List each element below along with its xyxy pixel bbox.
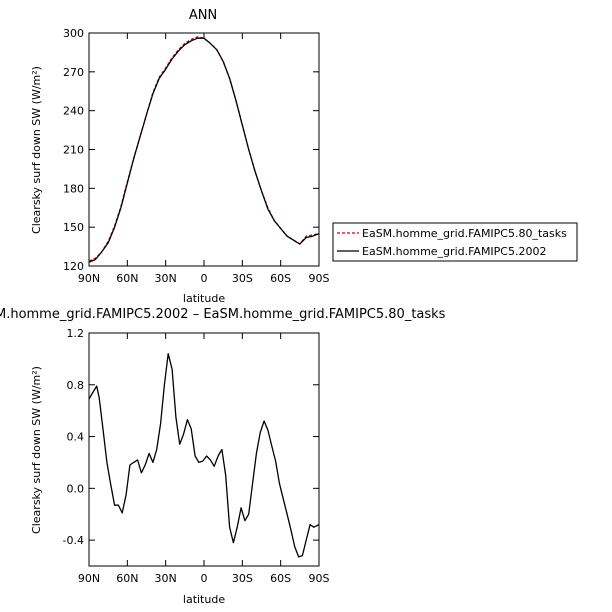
bottom-chart-title: EaSM.homme_grid.FAMIPC5.2002 – EaSM.homm… <box>0 307 446 322</box>
y-tick-label: 0.8 <box>67 379 85 392</box>
y-tick-label: 150 <box>63 221 84 234</box>
top-chart-title: ANN <box>189 8 217 23</box>
y-tick-label: 0.0 <box>67 482 85 495</box>
bottom-plot-frame <box>88 332 320 567</box>
series-line-2 <box>88 37 320 263</box>
x-tick-label: 90S <box>309 572 330 585</box>
y-tick-label: -0.4 <box>63 534 84 547</box>
x-tick-label: 60N <box>116 272 138 285</box>
x-tick-label: 30S <box>232 572 253 585</box>
legend-label-series-1: EaSM.homme_grid.FAMIPC5.80_tasks <box>362 227 567 240</box>
bottom-x-ticks: 90N 60N 30N 0 30S 60S 90S <box>78 333 330 585</box>
top-y-ticks: 120 150 180 210 240 270 300 <box>63 27 319 273</box>
bottom-y-ticks: -0.4 0.0 0.4 0.8 1.2 <box>63 327 319 547</box>
bottom-series-lines <box>88 353 320 558</box>
y-tick-label: 180 <box>63 182 84 195</box>
top-x-axis-label: latitude <box>183 292 225 305</box>
top-series-lines <box>88 36 320 263</box>
x-tick-label: 30N <box>155 572 177 585</box>
y-tick-label: 0.4 <box>67 431 85 444</box>
top-y-axis-label: Clearsky surf down SW (W/m²) <box>30 66 43 234</box>
legend-label-series-2: EaSM.homme_grid.FAMIPC5.2002 <box>362 245 546 258</box>
x-tick-label: 90S <box>309 272 330 285</box>
y-tick-label: 120 <box>63 260 84 273</box>
x-tick-label: 60S <box>270 572 291 585</box>
bottom-x-axis-label: latitude <box>183 593 225 606</box>
y-tick-label: 240 <box>63 105 84 118</box>
y-tick-label: 210 <box>63 144 84 157</box>
bottom-y-axis-label: Clearsky surf down SW (W/m²) <box>30 366 43 534</box>
top-panel: ANN 120 150 180 210 240 270 300 90N 60N 30N 0 30S 6… <box>30 8 330 305</box>
y-tick-label: 270 <box>63 66 84 79</box>
series-line-1 <box>88 36 320 262</box>
y-tick-label: 300 <box>63 27 84 40</box>
x-tick-label: 60S <box>270 272 291 285</box>
top-x-ticks: 90N 60N 30N 0 30S 60S 90S <box>78 33 330 285</box>
legend: EaSM.homme_grid.FAMIPC5.80_tasks EaSM.ho… <box>332 222 578 262</box>
x-tick-label: 90N <box>78 572 100 585</box>
top-plot-frame <box>88 32 320 267</box>
x-tick-label: 30S <box>232 272 253 285</box>
x-tick-label: 30N <box>155 272 177 285</box>
x-tick-label: 0 <box>201 272 208 285</box>
legend-box <box>332 222 578 262</box>
bottom-panel: EaSM.homme_grid.FAMIPC5.2002 – EaSM.homm… <box>0 307 446 606</box>
y-tick-label: 1.2 <box>67 327 85 340</box>
x-tick-label: 0 <box>201 572 208 585</box>
x-tick-label: 60N <box>116 572 138 585</box>
x-tick-label: 90N <box>78 272 100 285</box>
series-line-1 <box>88 353 320 558</box>
